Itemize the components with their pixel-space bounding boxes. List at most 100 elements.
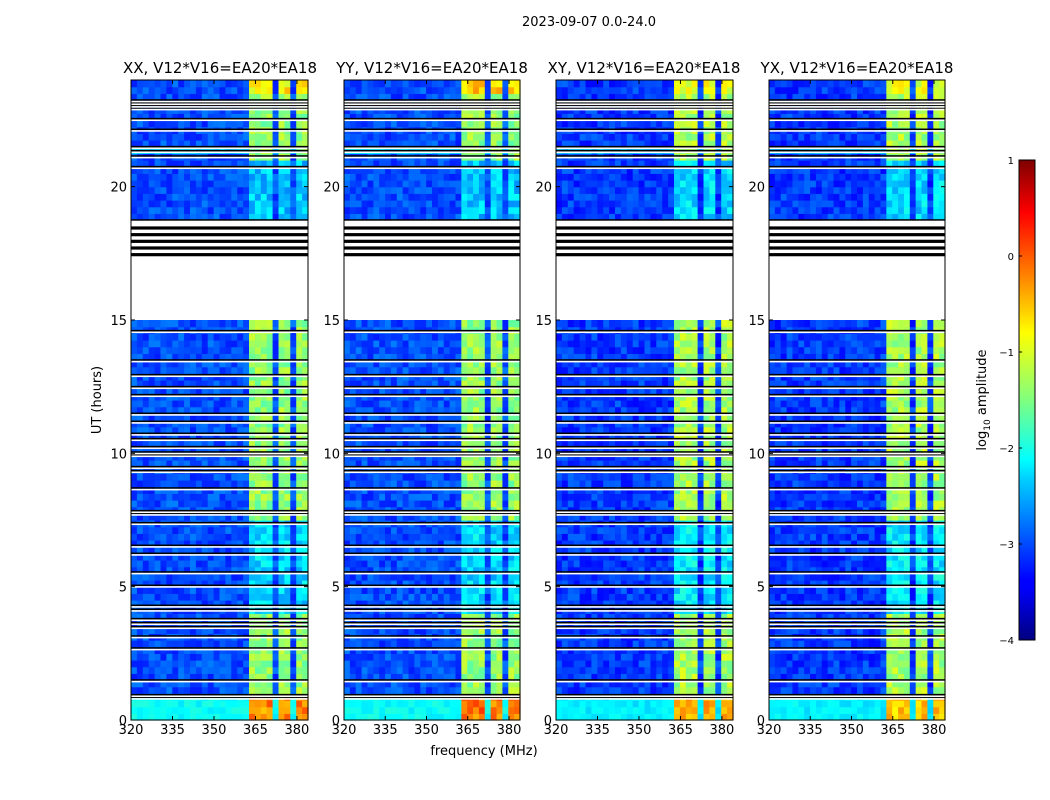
heatmap-cell: [302, 380, 309, 388]
heatmap-cell: [490, 700, 498, 708]
heatmap-cell: [490, 546, 498, 554]
heatmap-cell: [508, 706, 515, 714]
heatmap-cell: [237, 580, 244, 588]
heatmap-cell: [390, 166, 398, 174]
heatmap-cell: [508, 526, 515, 534]
heatmap-cell: [190, 206, 197, 214]
heatmap-cell: [484, 200, 492, 208]
heatmap-cell: [484, 433, 492, 441]
heatmap-cell: [290, 680, 297, 688]
heatmap-cell: [449, 593, 457, 601]
heatmap-cell: [455, 213, 462, 221]
heatmap-cell: [484, 386, 492, 394]
heatmap-cell: [243, 586, 250, 594]
heatmap-cell: [373, 660, 380, 668]
heatmap-cell: [207, 380, 215, 388]
heatmap-cell: [455, 600, 462, 608]
heatmap-cell: [467, 600, 474, 608]
heatmap-cell: [296, 213, 303, 221]
heatmap-cell: [219, 460, 226, 468]
heatmap-cell: [290, 560, 297, 568]
heatmap-cell: [249, 540, 256, 548]
heatmap-cell: [184, 346, 191, 354]
heatmap-cell: [484, 513, 492, 521]
heatmap-cell: [385, 526, 392, 534]
heatmap-cell: [379, 360, 386, 368]
heatmap-cell: [408, 500, 415, 508]
heatmap-cell: [455, 113, 462, 121]
heatmap-cell: [396, 713, 404, 721]
heatmap-cell: [344, 340, 351, 348]
heatmap-cell: [254, 540, 262, 548]
heatmap-cell: [502, 160, 509, 168]
heatmap-cell: [148, 546, 156, 554]
heatmap-cell: [302, 493, 309, 501]
heatmap-cell: [213, 186, 221, 194]
heatmap-cell: [496, 513, 503, 521]
heatmap-cell: [219, 580, 226, 588]
heatmap-cell: [284, 446, 291, 454]
heatmap-cell: [237, 166, 244, 174]
heatmap-cell: [385, 133, 392, 141]
heatmap-cell: [402, 706, 410, 714]
heatmap-cell: [249, 440, 256, 448]
heatmap-cell: [390, 513, 398, 521]
heatmap-cell: [402, 360, 410, 368]
heatmap-cell: [272, 666, 280, 674]
heatmap-cell: [461, 513, 468, 521]
heatmap-cell: [496, 120, 503, 128]
heatmap-cell: [514, 133, 521, 141]
heatmap-cell: [408, 553, 415, 561]
heatmap-cell: [508, 213, 515, 221]
heatmap-cell: [437, 93, 445, 101]
heatmap-cell: [243, 180, 250, 188]
heatmap-cell: [284, 386, 291, 394]
heatmap-cell: [484, 560, 492, 568]
heatmap-cell: [420, 433, 427, 441]
heatmap-cell: [195, 500, 203, 508]
heatmap-cell: [496, 366, 503, 374]
heatmap-cell: [496, 546, 503, 554]
heatmap-cell: [184, 320, 191, 328]
x-tick-label: 350: [202, 723, 227, 738]
heatmap-cell: [296, 560, 303, 568]
heatmap-cell: [148, 673, 156, 681]
heatmap-cell: [385, 433, 392, 441]
heatmap-cell: [502, 193, 509, 201]
heatmap-cell: [496, 473, 503, 481]
heatmap-cell: [367, 406, 374, 414]
heatmap-cell: [478, 460, 486, 468]
heatmap-cell: [254, 566, 262, 574]
heatmap-cell: [355, 213, 363, 221]
heatmap-cell: [367, 566, 374, 574]
heatmap-cell: [136, 340, 144, 348]
heatmap-cell: [490, 680, 498, 688]
heatmap-cell: [213, 406, 221, 414]
heatmap-cell: [496, 333, 503, 341]
heatmap-cell: [243, 480, 250, 488]
heatmap-cell: [502, 433, 509, 441]
heatmap-cell: [266, 186, 274, 194]
heatmap-cell: [361, 340, 369, 348]
heatmap-cell: [402, 713, 410, 721]
heatmap-cell: [272, 93, 280, 101]
heatmap-cell: [201, 86, 209, 94]
heatmap-cell: [361, 560, 369, 568]
heatmap-cell: [349, 133, 357, 141]
heatmap-cell: [296, 566, 303, 574]
heatmap-cell: [290, 540, 297, 548]
heatmap-cell: [160, 333, 167, 341]
heatmap-cell: [296, 433, 303, 441]
heatmap-cell: [254, 193, 262, 201]
heatmap-cell: [254, 433, 262, 441]
heatmap-cell: [449, 346, 457, 354]
heatmap-cell: [508, 180, 515, 188]
heatmap-cell: [361, 706, 369, 714]
heatmap-cell: [201, 480, 209, 488]
heatmap-cell: [473, 340, 480, 348]
heatmap-cell: [278, 133, 285, 141]
heatmap-cell: [473, 513, 480, 521]
heatmap-cell: [408, 186, 415, 194]
heatmap-cell: [243, 193, 250, 201]
heatmap-cell: [396, 546, 404, 554]
